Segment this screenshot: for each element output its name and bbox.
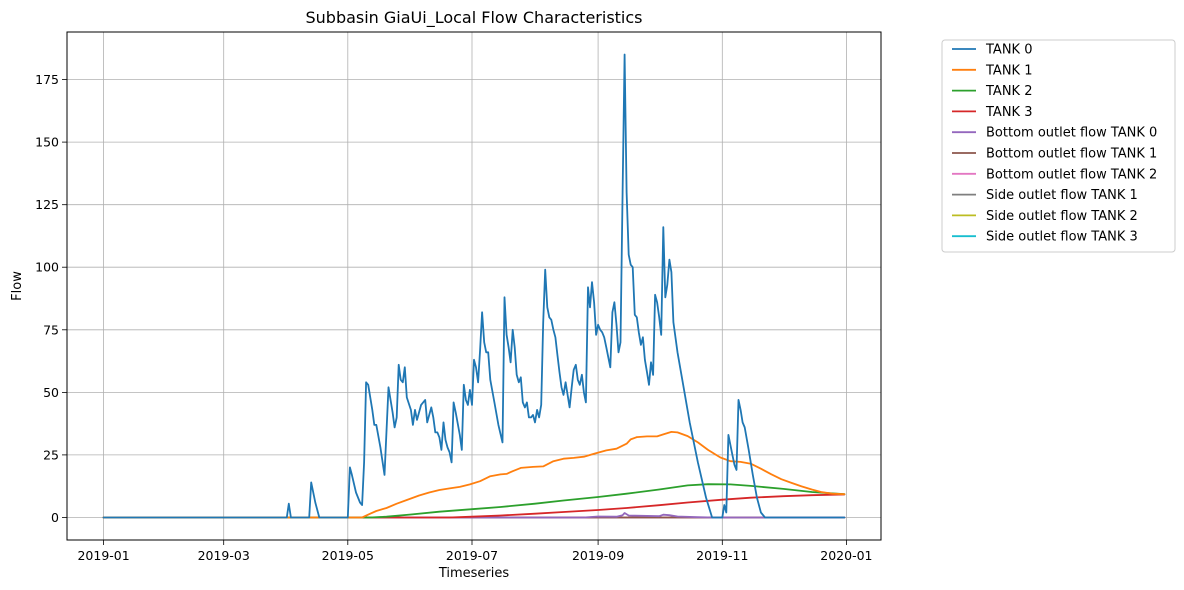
- legend-items: TANK 0 TANK 1 TANK 2 TANK 3 Bottom outlet fl…: [952, 43, 1157, 245]
- legend-label: Side outlet flow TANK 1: [986, 188, 1138, 203]
- x-tick-label: 2019-03: [198, 548, 250, 563]
- series-line-bottom-outlet-flow-tank-0: [102, 512, 846, 519]
- legend-label: Side outlet flow TANK 2: [986, 209, 1138, 224]
- series-line-tank-2: [102, 483, 846, 519]
- legend-label: Bottom outlet flow TANK 0: [986, 126, 1157, 141]
- chart-title: Subbasin GiaUi_Local Flow Characteristic…: [305, 8, 642, 28]
- y-tick-label: 125: [35, 197, 59, 212]
- legend-label: TANK 1: [985, 63, 1032, 78]
- y-axis-label: Flow: [10, 271, 25, 301]
- legend-label: TANK 3: [985, 105, 1032, 120]
- x-tick-label: 2019-07: [446, 548, 498, 563]
- legend-label: Side outlet flow TANK 3: [986, 230, 1138, 245]
- x-tick-label: 2019-05: [322, 548, 374, 563]
- grid: [67, 32, 881, 540]
- x-axis-ticks: 2019-01 2019-03 2019-05 2019-07 2019-09 2019-…: [77, 540, 873, 563]
- series-line-tank-0: [102, 53, 846, 519]
- y-tick-label: 0: [51, 510, 59, 525]
- y-tick-label: 25: [43, 447, 59, 462]
- y-tick-label: 175: [35, 72, 59, 87]
- series-line-tank-1: [102, 431, 846, 519]
- legend-label: Bottom outlet flow TANK 1: [986, 147, 1157, 162]
- y-tick-label: 75: [43, 322, 59, 337]
- series-line-tank-3: [102, 493, 846, 519]
- x-tick-label: 2019-01: [77, 548, 129, 563]
- legend-label: TANK 2: [985, 84, 1032, 99]
- y-tick-label: 100: [35, 260, 59, 275]
- x-axis-label: Timeseries: [438, 566, 510, 581]
- y-tick-label: 50: [43, 385, 59, 400]
- legend-box: [941, 39, 1176, 253]
- legend-label: TANK 0: [985, 43, 1032, 58]
- x-tick-label: 2019-11: [696, 548, 748, 563]
- y-tick-label: 150: [35, 135, 59, 150]
- y-axis-ticks: 0 25 50 75 100 125 150 175: [35, 72, 67, 525]
- series-lines: [102, 53, 846, 519]
- legend-label: Bottom outlet flow TANK 2: [986, 167, 1157, 182]
- x-tick-label: 2020-01: [820, 548, 872, 563]
- legend: TANK 0 TANK 1 TANK 2 TANK 3 Bottom outlet fl…: [941, 39, 1176, 253]
- plot-area-frame: [66, 31, 882, 541]
- x-tick-label: 2019-09: [572, 548, 624, 563]
